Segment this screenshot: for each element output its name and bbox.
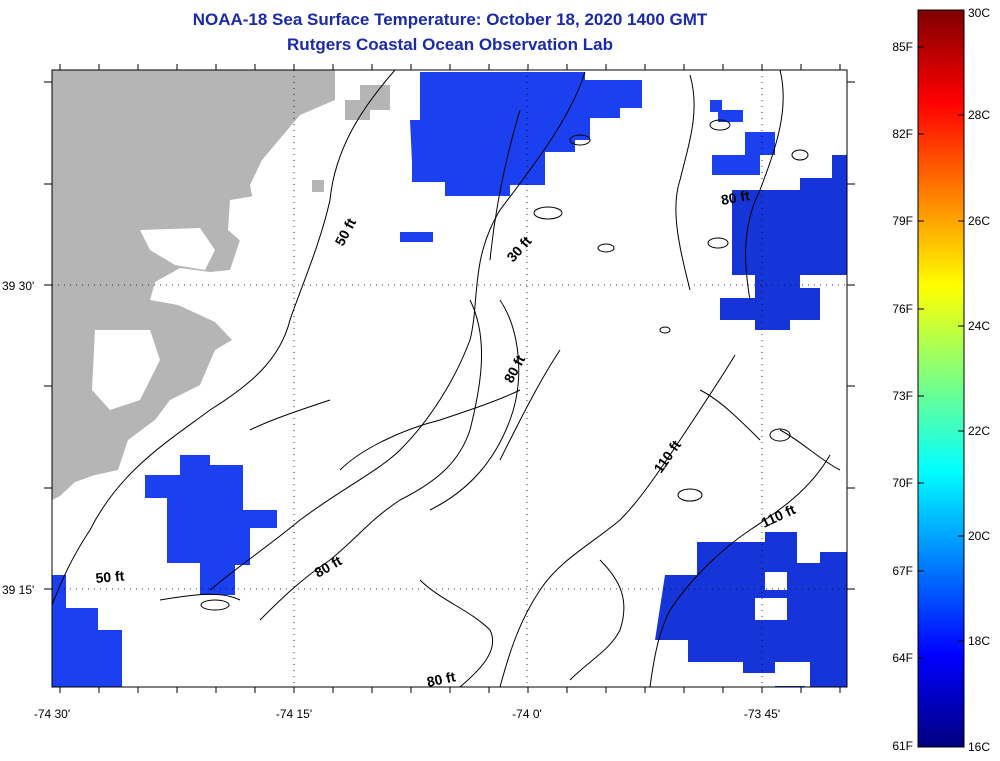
colorbar-ticks — [918, 46, 964, 659]
colorbar-f-label: 85F — [892, 40, 913, 54]
map-subtitle: Rutgers Coastal Ocean Observation Lab — [287, 35, 613, 54]
x-tick-label: -74 15' — [276, 707, 312, 721]
bathymetry-contours — [52, 70, 841, 687]
colorbar-f-label: 82F — [892, 127, 913, 141]
sst-patches — [52, 72, 847, 687]
colorbar-c-label: 18C — [968, 634, 990, 648]
x-tick-label: -74 0' — [512, 707, 542, 721]
sst-gap — [765, 572, 787, 590]
colorbar-c-label: 22C — [968, 424, 990, 438]
colorbar — [917, 9, 965, 748]
colorbar-f-label: 76F — [892, 302, 913, 316]
colorbar-f-label: 73F — [892, 389, 913, 403]
colorbar-f-label: 67F — [892, 564, 913, 578]
ticks — [44, 64, 855, 693]
axis-labels: -74 30' -74 15' -74 0' -73 45' 39 30' 39… — [2, 279, 780, 721]
land-inlet — [92, 330, 160, 410]
colorbar-labels: 85F 82F 79F 76F 73F 70F 67F 64F 61F 30C … — [892, 6, 990, 754]
colorbar-c-label: 24C — [968, 319, 990, 333]
y-tick-label: 39 30' — [2, 279, 34, 293]
colorbar-c-label: 20C — [968, 529, 990, 543]
colorbar-c-label: 28C — [968, 108, 990, 122]
colorbar-f-label: 61F — [892, 739, 913, 753]
land-pixel — [312, 180, 324, 192]
x-tick-label: -73 45' — [744, 707, 780, 721]
contour-label: 80 ft — [425, 668, 457, 690]
contour-label: 80 ft — [720, 187, 751, 208]
contour-label: 50 ft — [95, 568, 125, 586]
colorbar-f-label: 64F — [892, 651, 913, 665]
x-tick-label: -74 30' — [34, 707, 70, 721]
colorbar-c-label: 30C — [968, 6, 990, 20]
colorbar-c-label: 16C — [968, 740, 990, 754]
graticule — [52, 70, 847, 687]
colorbar-f-label: 70F — [892, 476, 913, 490]
colorbar-c-label: 26C — [968, 214, 990, 228]
land-inlet — [228, 195, 268, 245]
map-title: NOAA-18 Sea Surface Temperature: October… — [192, 10, 708, 29]
y-tick-label: 39 15' — [2, 583, 34, 597]
land-inlet — [140, 228, 215, 270]
land-pixel — [345, 100, 370, 120]
sst-gap — [755, 598, 787, 620]
colorbar-f-label: 79F — [892, 214, 913, 228]
